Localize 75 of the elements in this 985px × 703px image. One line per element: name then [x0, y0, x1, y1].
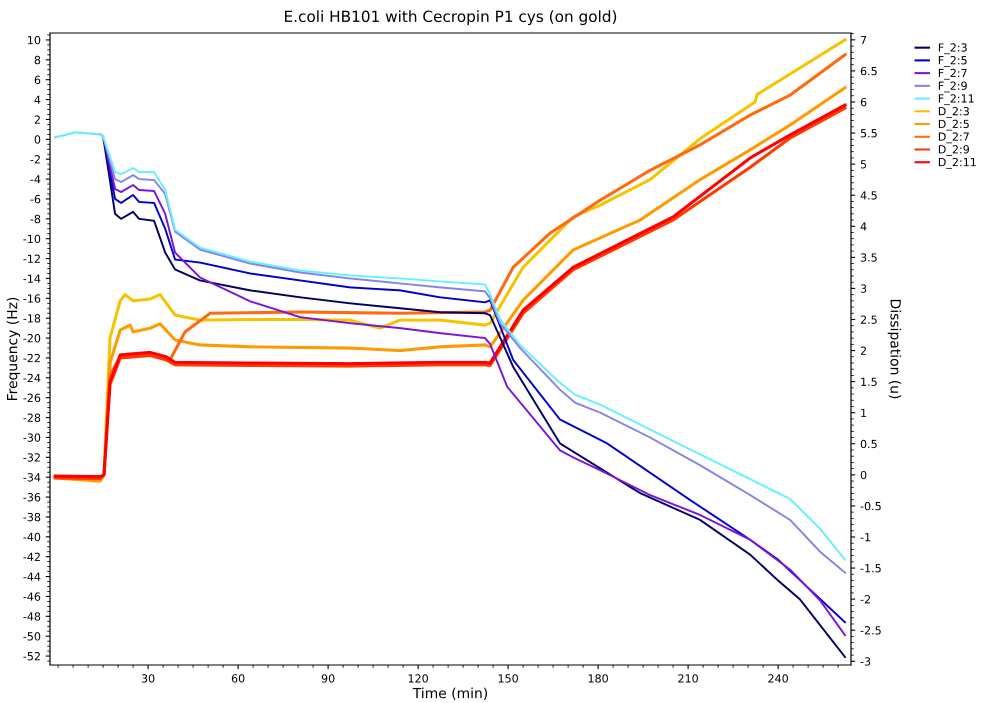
y2-tick-label: 2.5 — [860, 315, 877, 324]
y-tick-label: -8 — [30, 214, 40, 224]
y-tick-label: -28 — [23, 414, 40, 422]
legend-label: F_2:5 — [938, 56, 967, 67]
x-tick-label: 90 — [322, 674, 334, 683]
y-tick-label: -38 — [23, 512, 40, 522]
y2-tick-label: 5.5 — [860, 129, 877, 138]
y2-tick-label: 1 — [861, 408, 866, 417]
y-tick-label: -46 — [23, 592, 40, 601]
y-tick-label: -14 — [23, 274, 40, 283]
y2-tick-label: 3.5 — [860, 253, 877, 262]
y2-tick-label: 4.5 — [860, 191, 877, 200]
x-tick-label: 120 — [408, 674, 428, 683]
y2-tick-label: -1 — [860, 533, 870, 542]
y-tick-label: -22 — [23, 354, 40, 362]
y-tick-label: -24 — [23, 374, 40, 382]
y-tick-label: -10 — [23, 234, 40, 244]
y-tick-label: -40 — [23, 532, 40, 542]
y2-tick-label: 5 — [860, 160, 866, 168]
y2-tick-label: 3 — [860, 284, 866, 293]
legend-label: F_2:9 — [938, 81, 967, 92]
y2-tick-label: -0.5 — [860, 502, 881, 510]
legend-label: F_2:7 — [938, 68, 967, 80]
y2-tick-label: 0 — [860, 470, 866, 480]
legend-label: F_2:3 — [938, 43, 967, 54]
x-axis-title: Time (min) — [412, 688, 488, 700]
y-tick-label: 8 — [34, 56, 40, 64]
x-tick-label: 240 — [768, 674, 788, 683]
x-tick-label: 180 — [588, 674, 608, 683]
y-tick-label: 0 — [34, 135, 40, 144]
chart-title: E.coli HB101 with Cecropin P1 cys (on gold) — [285, 10, 616, 26]
y2-tick-label: 6 — [860, 98, 866, 106]
y-tick-label: 6 — [34, 76, 40, 84]
x-tick-label: 30 — [142, 674, 154, 683]
y-tick-label: 10 — [28, 36, 40, 44]
y2-tick-label: 6.5 — [860, 66, 877, 76]
y-axis-title: Frequency (Hz) — [6, 298, 20, 400]
y-tick-label: -32 — [23, 453, 40, 462]
y-tick-label: -52 — [23, 652, 40, 660]
y-tick-label: -16 — [23, 294, 40, 303]
legend-label: D_2:7 — [938, 132, 969, 144]
x-tick-label: 150 — [498, 674, 518, 683]
legend-label: D_2:11 — [938, 158, 976, 169]
y2-tick-label: -1.5 — [860, 564, 881, 572]
y-tick-label: -44 — [23, 572, 40, 581]
y-tick-label: -30 — [23, 433, 40, 442]
x-tick-label: 60 — [232, 674, 244, 683]
y-tick-label: -50 — [23, 632, 40, 641]
y-tick-label: -4 — [30, 175, 40, 184]
y-tick-label: -48 — [23, 612, 40, 621]
legend-label: F_2:11 — [938, 94, 974, 106]
y-tick-label: -42 — [23, 552, 40, 561]
y-tick-label: -12 — [23, 254, 40, 263]
y2-tick-label: 0.5 — [860, 440, 877, 448]
y-tick-label: -18 — [23, 314, 40, 323]
y-tick-label: -6 — [30, 194, 40, 204]
y2-tick-label: -2 — [860, 595, 870, 604]
legend-label: D_2:5 — [938, 120, 969, 131]
y-tick-label: -2 — [30, 155, 40, 164]
y2-tick-label: 4 — [860, 222, 866, 230]
legend-label: D_2:9 — [938, 145, 970, 156]
y2-tick-label: -3 — [860, 657, 870, 666]
y2-tick-label: 7 — [860, 36, 866, 44]
y2-tick-label: 2 — [860, 346, 866, 355]
y-tick-label: -34 — [23, 473, 40, 482]
legend-label: D_2:3 — [938, 106, 969, 118]
y2-tick-label: -2.5 — [860, 626, 881, 635]
y-tick-label: -36 — [23, 493, 40, 502]
y-tick-label: -20 — [23, 334, 40, 342]
y2-axis-title: Dissipation (u) — [888, 300, 902, 398]
x-tick-label: 210 — [678, 674, 698, 683]
y-tick-label: -26 — [23, 394, 40, 402]
y2-tick-label: 1.5 — [861, 378, 877, 386]
y-tick-label: 2 — [34, 115, 40, 124]
y-tick-label: 4 — [34, 96, 40, 104]
